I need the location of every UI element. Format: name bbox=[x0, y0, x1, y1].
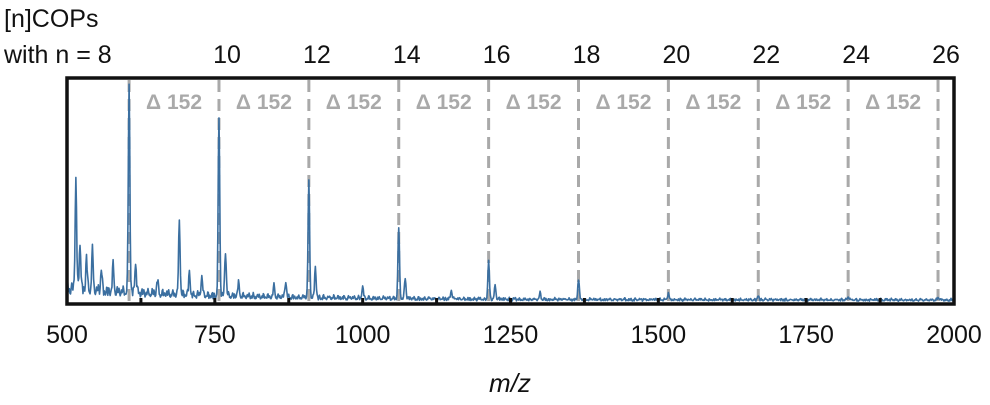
delta-label: Δ 152 bbox=[595, 91, 651, 114]
top-label-line-2: with n = 8 bbox=[3, 41, 112, 69]
top-axis-labels: 10 12 14 16 18 20 22 24 26 bbox=[213, 41, 960, 69]
top-axis-label: 14 bbox=[393, 41, 421, 69]
x-tick-label: 500 bbox=[46, 321, 88, 349]
x-tick-label: 1250 bbox=[483, 321, 539, 349]
top-axis-label: 12 bbox=[303, 41, 331, 69]
delta-label: Δ 152 bbox=[416, 91, 472, 114]
delta-label: Δ 152 bbox=[326, 91, 382, 114]
x-axis-tick-labels: 500 750 1000 1250 1500 1750 2000 bbox=[46, 321, 982, 349]
x-axis-ticks bbox=[65, 298, 956, 304]
top-axis-label: 16 bbox=[483, 41, 511, 69]
top-axis-label: 24 bbox=[842, 41, 870, 69]
x-tick-label: 1750 bbox=[778, 321, 834, 349]
spectrum-series-line bbox=[66, 83, 955, 303]
top-axis-label: 20 bbox=[662, 41, 690, 69]
x-axis-title: m/z bbox=[489, 368, 531, 398]
delta-label: Δ 152 bbox=[146, 91, 202, 114]
x-tick-label: 1000 bbox=[335, 321, 391, 349]
delta-labels: Δ 152 Δ 152 Δ 152 Δ 152 Δ 152 Δ 152 Δ 15… bbox=[146, 91, 921, 114]
delta-label: Δ 152 bbox=[236, 91, 292, 114]
x-tick-label: 750 bbox=[194, 321, 236, 349]
delta-label: Δ 152 bbox=[775, 91, 831, 114]
top-axis-label: 22 bbox=[752, 41, 780, 69]
delta-label: Δ 152 bbox=[685, 91, 741, 114]
top-label-line-1: [n]COPs bbox=[4, 5, 98, 33]
top-axis-label: 18 bbox=[573, 41, 601, 69]
delta-label: Δ 152 bbox=[506, 91, 562, 114]
top-axis-label: 10 bbox=[213, 41, 241, 69]
top-axis-label: 26 bbox=[932, 41, 960, 69]
x-tick-label: 2000 bbox=[926, 321, 982, 349]
delta-label: Δ 152 bbox=[865, 91, 921, 114]
x-tick-label: 1500 bbox=[631, 321, 687, 349]
